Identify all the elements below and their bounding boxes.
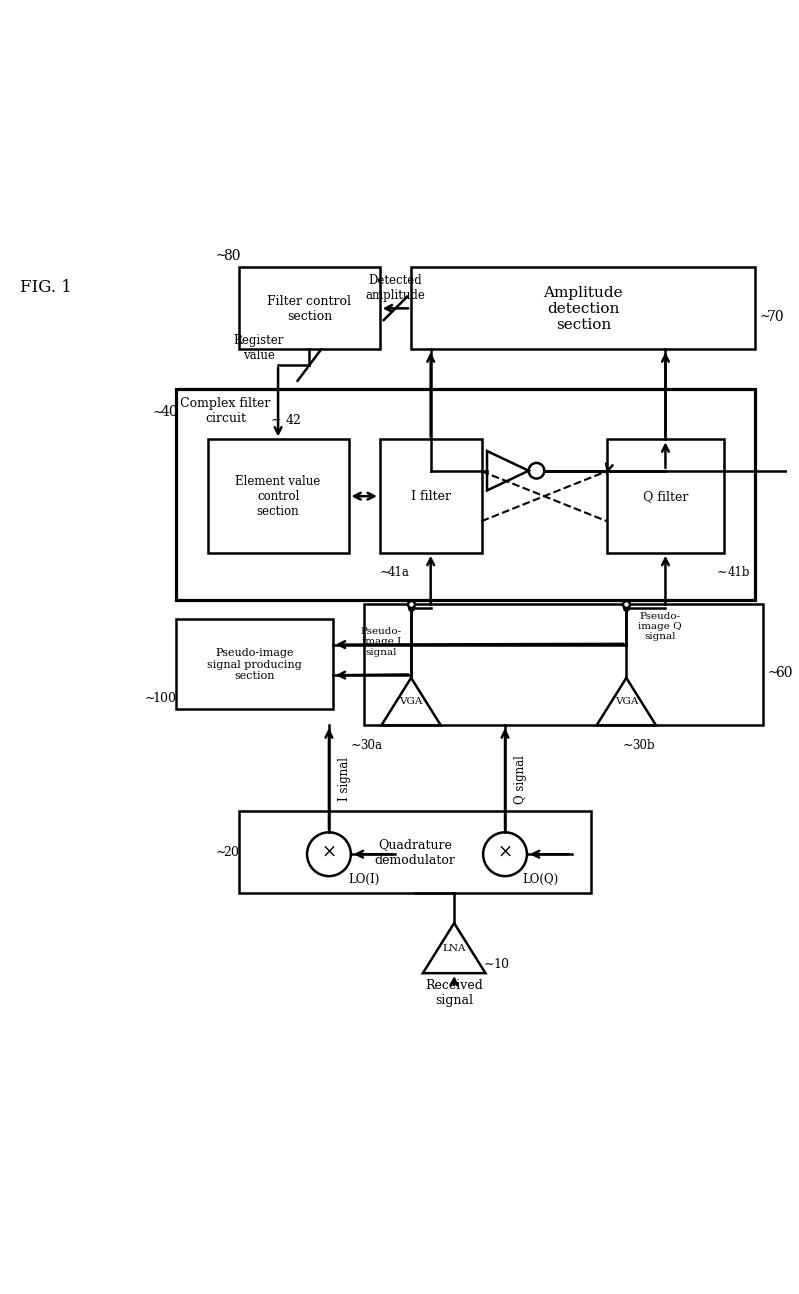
Text: 30a: 30a <box>360 739 382 752</box>
Bar <box>606 440 724 553</box>
Text: Pseudo-
image I
signal: Pseudo- image I signal <box>360 626 402 656</box>
Bar <box>177 620 333 709</box>
Text: VGA: VGA <box>614 697 638 707</box>
Text: LO(I): LO(I) <box>348 873 380 886</box>
Text: 20: 20 <box>223 846 239 859</box>
Text: Register
value: Register value <box>233 334 284 361</box>
Text: 80: 80 <box>223 248 240 263</box>
Text: Pseudo-
image Q
signal: Pseudo- image Q signal <box>638 612 682 642</box>
Text: 41a: 41a <box>388 567 409 580</box>
Text: Received
signal: Received signal <box>425 978 483 1007</box>
Text: ∼: ∼ <box>216 846 226 859</box>
Text: ×: × <box>498 842 512 861</box>
Text: Pseudo-image
signal producing
section: Pseudo-image signal producing section <box>207 648 302 681</box>
Bar <box>380 440 482 553</box>
Text: ∼: ∼ <box>767 666 777 679</box>
Bar <box>177 388 755 600</box>
Text: 42: 42 <box>286 414 302 427</box>
Bar <box>208 440 348 553</box>
Text: Amplitude
detection
section: Amplitude detection section <box>543 286 623 331</box>
Text: ∼: ∼ <box>759 311 769 324</box>
Text: Q filter: Q filter <box>642 490 688 503</box>
Text: Detected
amplitude: Detected amplitude <box>365 274 425 303</box>
Text: Quadrature
demodulator: Quadrature demodulator <box>375 839 455 867</box>
Text: FIG. 1: FIG. 1 <box>20 280 72 296</box>
Bar <box>239 268 380 349</box>
Text: ∼: ∼ <box>351 739 361 752</box>
Text: ×: × <box>321 842 336 861</box>
Bar <box>364 604 763 725</box>
Text: ∼: ∼ <box>216 250 226 263</box>
Text: Element value
control
section: Element value control section <box>236 475 320 518</box>
Text: 10: 10 <box>493 958 509 970</box>
Text: 60: 60 <box>775 665 793 679</box>
Text: ∼: ∼ <box>153 406 163 419</box>
Bar <box>411 268 755 349</box>
Text: Filter control
section: Filter control section <box>268 295 352 322</box>
Text: LO(Q): LO(Q) <box>522 873 559 886</box>
Text: 30b: 30b <box>633 739 655 752</box>
Text: I signal: I signal <box>338 757 352 801</box>
Text: ∼: ∼ <box>716 567 727 580</box>
Text: 40: 40 <box>161 405 178 419</box>
Text: Q signal: Q signal <box>515 754 527 804</box>
Text: VGA: VGA <box>400 697 423 707</box>
Text: 100: 100 <box>153 691 177 704</box>
Text: ∼: ∼ <box>145 691 156 704</box>
Text: Complex filter
circuit: Complex filter circuit <box>181 397 271 424</box>
Text: I filter: I filter <box>411 490 451 503</box>
Text: 70: 70 <box>767 309 785 324</box>
Text: LNA: LNA <box>443 943 466 952</box>
Text: ∼: ∼ <box>380 567 390 580</box>
Text: ∼: ∼ <box>484 958 495 970</box>
Text: 41b: 41b <box>728 567 750 580</box>
Bar <box>239 811 591 893</box>
Text: ∼: ∼ <box>622 739 633 752</box>
Text: ∼: ∼ <box>270 414 280 427</box>
